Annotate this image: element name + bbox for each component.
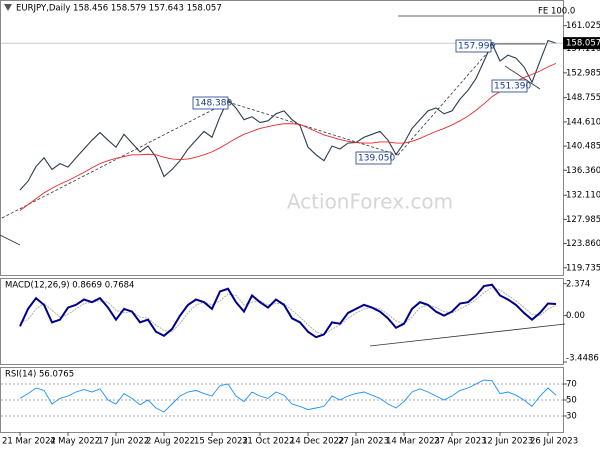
y-tick-label: 119.735 xyxy=(566,263,600,273)
current-price-label: 158.057 xyxy=(566,39,600,49)
series-line xyxy=(19,283,557,339)
x-tick-label: 4 May 2022 xyxy=(50,437,100,447)
macd-panel xyxy=(0,278,564,365)
rsi-title: RSI(14) 56.0765 xyxy=(5,370,74,380)
y-tick-label: 152.985 xyxy=(566,68,600,78)
y-tick-label: 157.110 xyxy=(566,44,600,54)
x-tick-label: 26 Jul 2023 xyxy=(530,437,578,447)
y-tick-label: 50 xyxy=(566,396,577,406)
y-tick-label: 144.610 xyxy=(566,117,600,127)
watermark: ActionForex.com xyxy=(287,190,453,214)
current-price-box xyxy=(563,37,600,50)
x-tick-label: 27 Apr 2023 xyxy=(434,437,487,447)
x-tick-label: 14 Dec 2022 xyxy=(290,437,344,447)
trend-lines xyxy=(0,15,566,347)
y-tick-label: 30 xyxy=(566,412,577,422)
y-tick-label: 161.025 xyxy=(566,21,600,31)
series-line xyxy=(19,39,557,191)
y-tick-label: 127.985 xyxy=(566,215,600,225)
macd-title: MACD(12,26,9) 0.8669 0.7684 xyxy=(5,281,134,291)
series-line xyxy=(19,62,557,211)
x-tick-label: 2 Aug 2022 xyxy=(146,437,195,447)
annotation-box xyxy=(355,151,392,165)
y-tick-label: 132.110 xyxy=(566,191,600,201)
y-tick-label: 0.00 xyxy=(566,311,585,321)
annotation: FE 100.0 xyxy=(538,7,575,17)
x-tick-label: 21 Mar 2022 xyxy=(2,437,56,447)
y-tick-label: 123.860 xyxy=(566,239,600,249)
x-tick-label: 31 Oct 2022 xyxy=(242,437,295,447)
x-tick-label: 15 Sep 2022 xyxy=(194,437,248,447)
x-tick-label: 14 Mar 2023 xyxy=(386,437,440,447)
annotation-box xyxy=(455,39,492,53)
y-tick-label: 136.360 xyxy=(566,166,600,176)
annotation-box xyxy=(192,96,229,110)
annotation: 139.050 xyxy=(358,154,395,164)
symbol-icon xyxy=(4,4,12,11)
annotation: 157.990 xyxy=(458,42,495,52)
y-tick-label: 2.374 xyxy=(566,280,590,290)
annotation: 151.390 xyxy=(494,82,531,92)
x-tick-label: 17 Jun 2022 xyxy=(98,437,149,447)
y-tick-label: -3.4486 xyxy=(566,354,599,364)
y-tick-label: 70 xyxy=(566,380,577,390)
annotation-box xyxy=(491,79,528,93)
series-line xyxy=(19,379,557,413)
y-tick-label: 148.755 xyxy=(566,93,600,103)
x-tick-label: 12 Jun 2023 xyxy=(482,437,533,447)
series-line xyxy=(19,286,557,336)
y-tick-label: 140.485 xyxy=(566,142,600,152)
x-tick-label: 27 Jan 2023 xyxy=(338,437,389,447)
annotation: 148.380 xyxy=(195,99,232,109)
chart-title: EURJPY,Daily 158.456 158.579 157.643 158… xyxy=(16,4,222,14)
price-panel xyxy=(0,0,564,276)
